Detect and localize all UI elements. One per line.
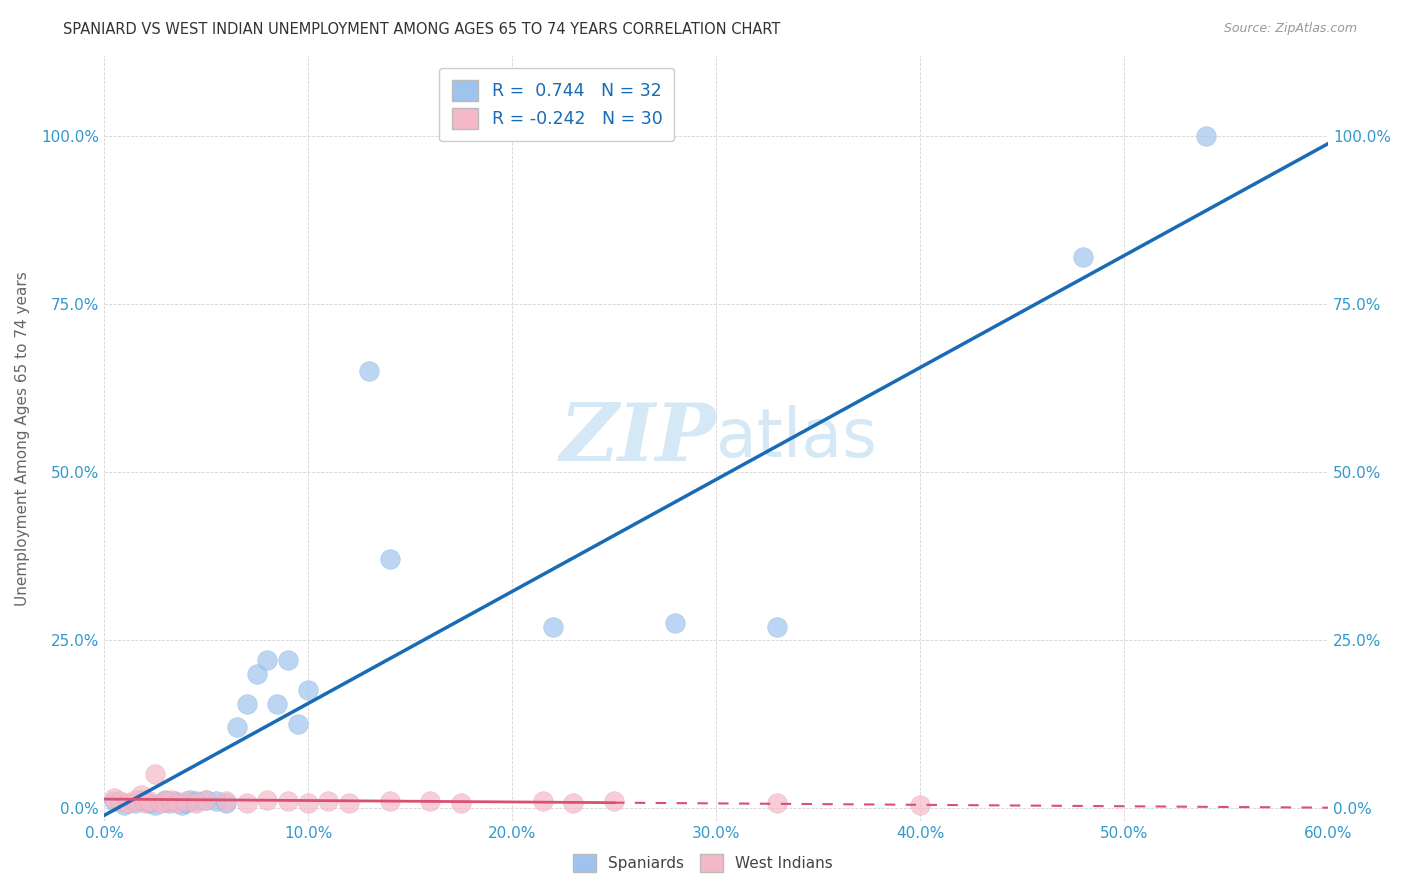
Point [246, 666, 269, 681]
Point [562, 796, 585, 810]
Point [378, 794, 401, 808]
Point [124, 796, 146, 810]
Point [378, 552, 401, 566]
Point [215, 794, 238, 808]
Point [134, 794, 156, 808]
Point [138, 796, 160, 810]
Point [225, 720, 247, 734]
Point [143, 767, 166, 781]
Point [215, 796, 238, 810]
Point [531, 794, 554, 808]
Point [603, 794, 626, 808]
Point [110, 794, 132, 808]
Point [129, 788, 152, 802]
Point [766, 619, 789, 633]
Point [165, 794, 187, 808]
Point [266, 697, 288, 711]
Legend: R =  0.744   N = 32, R = -0.242   N = 30: R = 0.744 N = 32, R = -0.242 N = 30 [440, 68, 675, 141]
Point [318, 794, 340, 808]
Point [157, 796, 180, 810]
Point [419, 794, 441, 808]
Point [277, 653, 299, 667]
Point [541, 619, 564, 633]
Point [1195, 128, 1218, 143]
Point [184, 796, 207, 810]
Point [908, 797, 931, 812]
Point [150, 796, 173, 810]
Point [236, 697, 259, 711]
Point [337, 796, 360, 810]
Point [103, 791, 125, 805]
Text: atlas: atlas [716, 405, 877, 471]
Point [153, 794, 176, 808]
Point [359, 364, 381, 378]
Point [124, 793, 146, 807]
Point [170, 797, 193, 812]
Point [160, 793, 183, 807]
Point [195, 793, 218, 807]
Point [195, 793, 218, 807]
Point [1071, 250, 1094, 264]
Point [664, 616, 686, 631]
Point [766, 796, 789, 810]
Point [236, 796, 259, 810]
Legend: Spaniards, West Indians: Spaniards, West Indians [565, 846, 841, 880]
Point [174, 796, 197, 810]
Point [129, 793, 152, 807]
Text: Source: ZipAtlas.com: Source: ZipAtlas.com [1223, 22, 1357, 36]
Point [297, 796, 319, 810]
Point [287, 717, 309, 731]
Point [256, 793, 278, 807]
Point [112, 797, 135, 812]
Point [277, 794, 299, 808]
Text: SPANIARD VS WEST INDIAN UNEMPLOYMENT AMONG AGES 65 TO 74 YEARS CORRELATION CHART: SPANIARD VS WEST INDIAN UNEMPLOYMENT AMO… [63, 22, 780, 37]
Point [166, 796, 188, 810]
Point [256, 653, 278, 667]
Point [103, 794, 125, 808]
Point [297, 683, 319, 698]
Point [450, 796, 472, 810]
Point [174, 794, 197, 808]
Y-axis label: Unemployment Among Ages 65 to 74 years: Unemployment Among Ages 65 to 74 years [15, 271, 30, 606]
Point [143, 797, 166, 812]
Point [134, 796, 156, 810]
Point [184, 794, 207, 808]
Point [179, 793, 201, 807]
Point [153, 793, 176, 807]
Point [205, 794, 228, 808]
Point [138, 794, 160, 808]
Text: ZIP: ZIP [560, 400, 716, 477]
Point [117, 796, 139, 810]
